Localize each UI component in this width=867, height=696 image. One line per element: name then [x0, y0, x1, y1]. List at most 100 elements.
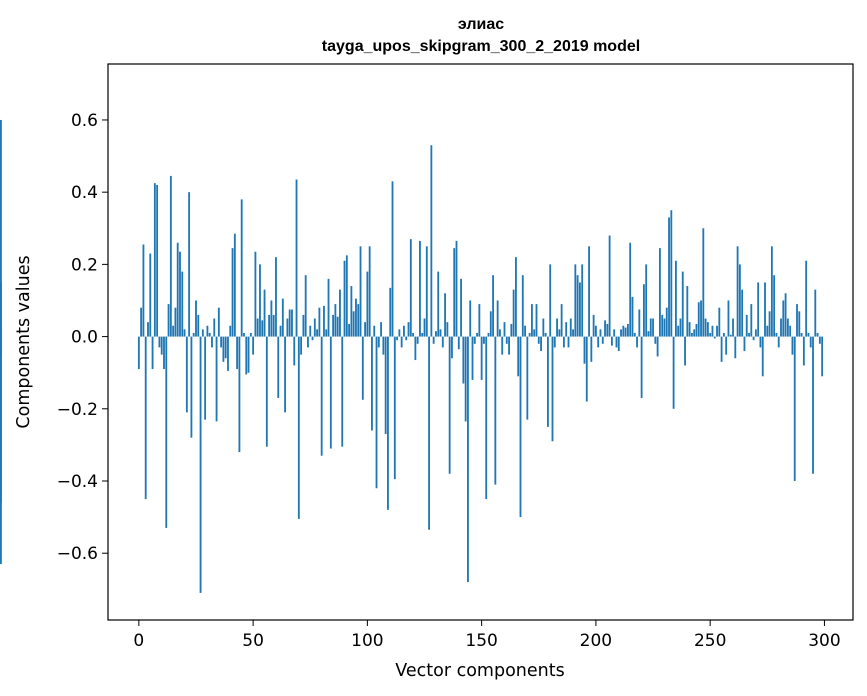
bar-231	[665, 307, 668, 337]
bar-56	[265, 336, 268, 447]
bar-10	[160, 336, 163, 355]
bar-160	[503, 322, 506, 337]
bar-254	[718, 307, 721, 337]
bar-168	[521, 275, 524, 337]
bar-253	[716, 325, 718, 337]
bar-41	[231, 248, 234, 337]
bar-42	[233, 233, 236, 337]
bar-212	[622, 325, 625, 337]
bar-249	[706, 322, 709, 337]
y-axis-label: Components values	[14, 255, 34, 428]
bar-211	[620, 329, 622, 337]
bar-277	[770, 246, 773, 337]
bar-278	[773, 275, 776, 337]
bar-104	[375, 336, 378, 489]
bar-289	[798, 311, 801, 337]
bar-187	[565, 322, 568, 337]
bar-218	[636, 336, 638, 348]
bar-234	[672, 336, 675, 409]
bar-240	[686, 286, 689, 337]
bar-161	[505, 336, 508, 344]
bar-247	[702, 228, 705, 337]
bar-170	[526, 336, 529, 420]
bar-72	[302, 314, 305, 337]
bar-263	[738, 264, 741, 337]
bar-221	[642, 284, 645, 337]
bar-24	[192, 332, 195, 337]
x-axis-label: Vector components	[395, 661, 564, 681]
x-tick-label-200: 200	[580, 631, 612, 651]
bar-129	[432, 336, 435, 344]
chart-title: элиас	[458, 16, 504, 33]
bar-180	[549, 264, 552, 337]
bar-118	[407, 322, 410, 337]
bar-62	[279, 325, 282, 337]
bar-290	[800, 332, 803, 337]
bar-164	[512, 289, 515, 337]
bar-266	[745, 314, 748, 337]
bar-14	[169, 175, 172, 337]
bar-130	[435, 331, 437, 337]
bar-92	[348, 323, 351, 337]
y-tick-label-0: −0.6	[57, 544, 98, 564]
bar-156	[494, 336, 497, 485]
bar-13	[167, 304, 170, 337]
y-tick-label-6: 0.6	[71, 111, 98, 131]
bar-133	[441, 336, 444, 348]
bar-202	[599, 329, 602, 337]
bar-178	[544, 332, 547, 337]
bar-233	[670, 210, 673, 337]
bar-65	[286, 318, 289, 337]
bar-31	[208, 332, 211, 337]
bar-268	[750, 304, 753, 337]
bar-163	[510, 323, 513, 337]
bar-30	[206, 325, 209, 337]
bar-242	[690, 332, 693, 337]
bar-127	[428, 336, 430, 530]
bar-217	[633, 332, 636, 337]
bar-125	[423, 318, 426, 337]
bar-294	[809, 336, 812, 348]
y-tick-label-5: 0.4	[71, 183, 98, 203]
bar-185	[560, 304, 563, 337]
bar-74	[307, 336, 309, 348]
bar-167	[519, 336, 522, 518]
bar-291	[802, 336, 805, 366]
bar-94	[352, 311, 355, 337]
bar-261	[734, 336, 737, 359]
bar-181	[551, 336, 554, 442]
bar-110	[389, 287, 392, 337]
bar-296	[814, 289, 817, 337]
bar-137	[451, 336, 453, 359]
bar-100	[366, 271, 369, 337]
bar-50	[252, 336, 255, 355]
bar-205	[606, 323, 609, 337]
bar-38	[224, 336, 227, 359]
x-tick-label-150: 150	[465, 631, 497, 651]
bar-235	[674, 260, 677, 337]
bar-82	[325, 329, 328, 337]
bar-122	[416, 336, 419, 344]
bar-4	[147, 322, 149, 337]
y-tick-label-2: −0.2	[57, 400, 98, 420]
bar-267	[748, 332, 750, 337]
bar-224	[649, 318, 652, 337]
bar-183	[556, 318, 558, 337]
bar-222	[645, 264, 648, 337]
bar-6	[151, 336, 154, 370]
bar-80	[320, 336, 323, 456]
bar-298	[818, 336, 821, 344]
bar-58	[270, 300, 273, 337]
bar-158	[499, 329, 501, 337]
bars-group	[0, 119, 824, 593]
bar-116	[403, 325, 405, 337]
bar-198	[590, 336, 593, 362]
y-axis-ticks: −0.6 −0.4 −0.2 0.0 0.2 0.4 0.6	[57, 111, 108, 564]
bar-9	[158, 336, 161, 348]
bar-77	[313, 318, 316, 337]
bar-39	[227, 336, 229, 371]
bar-236	[677, 325, 680, 337]
bar-57	[268, 314, 271, 337]
bar-275	[766, 325, 769, 337]
